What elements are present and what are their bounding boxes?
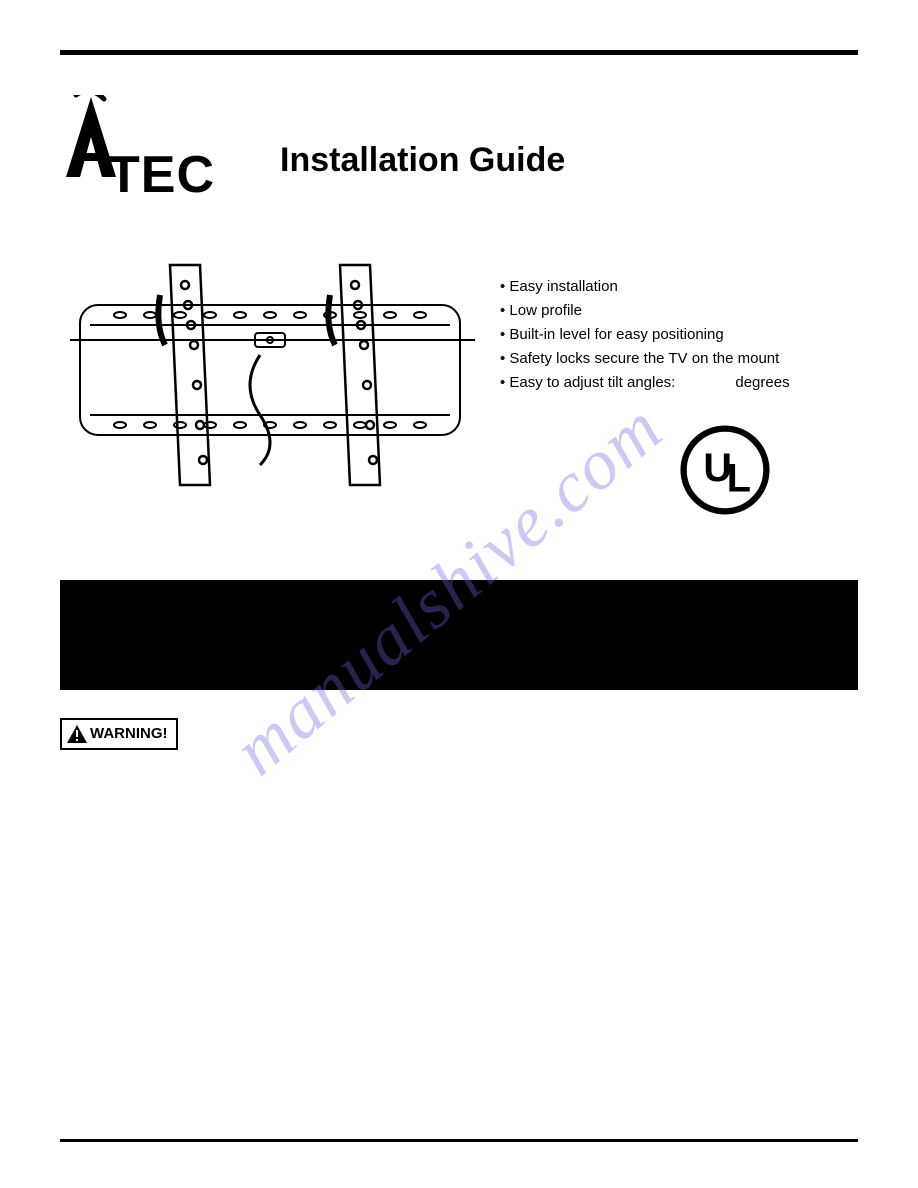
features-list: • Easy installation • Low profile • Buil…: [500, 275, 790, 395]
feature-text: Safety locks secure the TV on the mount: [509, 350, 779, 367]
list-item: • Easy installation: [500, 275, 790, 299]
brand-text: TEC: [108, 149, 215, 201]
feature-text: Easy installation: [509, 278, 617, 295]
warning-triangle-icon: [66, 724, 88, 744]
list-item: • Low profile: [500, 299, 790, 323]
top-rule: [60, 50, 858, 55]
features-column: • Easy installation • Low profile • Buil…: [500, 245, 790, 520]
header-row: TEC Installation Guide: [60, 115, 858, 205]
page-container: TEC Installation Guide: [0, 0, 918, 1188]
list-item: • Safety locks secure the TV on the moun…: [500, 347, 790, 371]
feature-text: Built-in level for easy positioning: [509, 326, 723, 343]
feature-tilt-prefix: Easy to adjust tilt angles:: [509, 374, 675, 391]
list-item: • Built-in level for easy positioning: [500, 323, 790, 347]
warning-badge: WARNING!: [60, 718, 178, 750]
product-illustration-icon: [60, 245, 480, 505]
feature-tilt-suffix: degrees: [735, 374, 789, 391]
brand-logo: TEC: [60, 115, 260, 205]
black-bar: [60, 580, 858, 690]
warning-text: WARNING!: [90, 725, 168, 742]
feature-text: Low profile: [509, 302, 582, 319]
page-title: Installation Guide: [280, 141, 565, 180]
bottom-rule: [60, 1139, 858, 1142]
content-row: • Easy installation • Low profile • Buil…: [60, 245, 858, 520]
list-item: • Easy to adjust tilt angles:degrees: [500, 371, 790, 395]
svg-text:L: L: [727, 457, 751, 501]
ul-certification-icon: U L: [680, 425, 770, 515]
